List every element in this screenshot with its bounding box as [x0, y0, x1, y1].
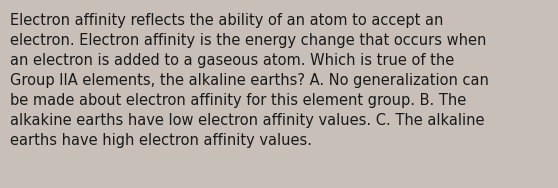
Text: Electron affinity reflects the ability of an atom to accept an
electron. Electro: Electron affinity reflects the ability o…: [10, 13, 489, 148]
